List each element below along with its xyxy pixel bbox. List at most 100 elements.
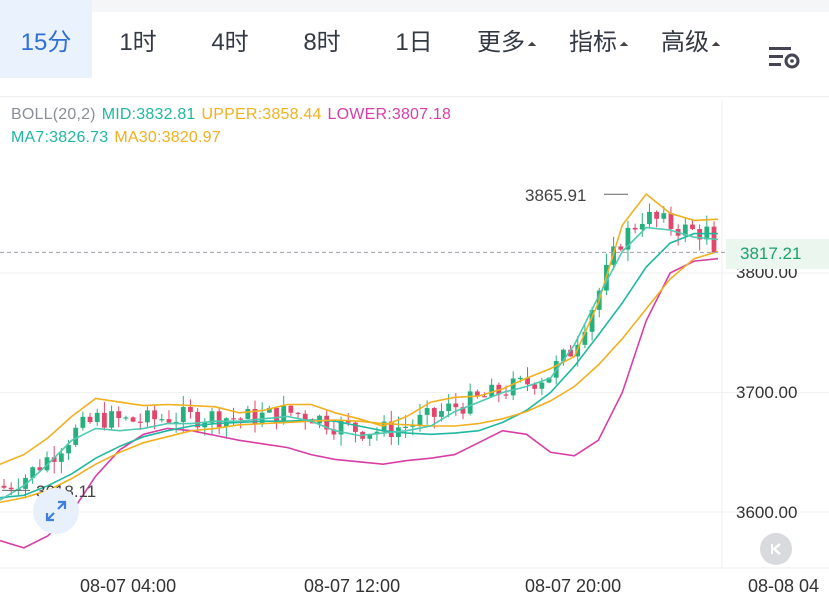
candle-up	[245, 409, 251, 419]
candle-down	[503, 394, 509, 396]
candle-up	[180, 407, 186, 422]
candle-down	[137, 421, 143, 423]
boll-mid-value: MID:3832.81	[101, 106, 196, 123]
tab-4h[interactable]: 4时	[184, 0, 276, 78]
tab-1d[interactable]: 1日	[368, 0, 460, 78]
candle-down	[37, 467, 43, 471]
tab-label: 更多	[477, 28, 525, 56]
candle-up	[367, 434, 373, 439]
high-price-annotation: 3865.91	[525, 186, 587, 205]
candle-down	[295, 412, 301, 414]
tab-8h[interactable]: 8时	[276, 0, 368, 78]
tab-15min[interactable]: 15分	[0, 0, 92, 78]
candle-up	[281, 405, 287, 423]
tab-label: 8时	[303, 28, 341, 56]
time-axis-label: 08-07 20:00	[525, 576, 622, 596]
tab-1h[interactable]: 1时	[92, 0, 184, 78]
candle-down	[431, 408, 437, 417]
candle-up	[639, 224, 645, 230]
tab-label: 1日	[395, 28, 433, 56]
boll-lower-value: LOWER:3807.18	[327, 106, 452, 123]
candle-down	[482, 396, 487, 398]
candle-down	[453, 403, 459, 408]
candle-down	[195, 411, 201, 428]
candle-up	[109, 411, 114, 428]
candle-up	[209, 411, 215, 423]
candle-up	[682, 224, 688, 236]
candle-down	[654, 211, 660, 219]
chart-settings-button[interactable]	[754, 18, 814, 96]
candle-up	[647, 211, 652, 225]
candle-up	[446, 403, 452, 412]
candle-down	[188, 407, 193, 412]
tab-indicators[interactable]: 指标	[552, 0, 644, 78]
candle-down	[231, 418, 236, 420]
candle-down	[1, 485, 7, 488]
scroll-to-latest-button[interactable]	[760, 533, 792, 565]
candle-down	[216, 411, 222, 427]
ma7-value: MA7:3826.73	[11, 129, 109, 146]
ma-legend: MA7:3826.73 MA30:3820.97	[11, 129, 227, 147]
tab-advanced[interactable]: 高级	[644, 0, 736, 78]
candle-up	[317, 415, 322, 424]
candle-down	[288, 405, 294, 413]
price-axis-label: 3600.00	[736, 503, 798, 522]
candle-down	[51, 457, 57, 462]
fullscreen-button[interactable]	[33, 488, 79, 534]
tab-label: 高级	[661, 28, 709, 56]
price-axis-label: 3700.00	[736, 383, 798, 402]
candle-down	[302, 413, 308, 421]
chart-settings-icon	[769, 47, 800, 69]
candle-down	[345, 420, 351, 423]
candle-down	[525, 377, 530, 385]
expand-arrows-icon	[45, 500, 67, 522]
candle-down	[532, 384, 538, 389]
candle-up	[467, 391, 473, 414]
candle-up	[159, 419, 165, 421]
candle-down	[324, 415, 330, 430]
tab-label: 15分	[20, 28, 72, 56]
time-axis-label: 08-07 12:00	[304, 576, 401, 596]
current-price-tag: 3817.21	[726, 239, 829, 269]
candle-up	[661, 213, 667, 219]
boll-upper-value: UPPER:3858.44	[201, 106, 322, 123]
tab-label: 指标	[569, 28, 617, 56]
candle-up	[44, 457, 50, 471]
candle-up	[539, 382, 545, 389]
tab-label: 1时	[119, 28, 157, 56]
ma30-line	[0, 250, 719, 504]
candle-up	[560, 349, 566, 361]
divider	[0, 96, 829, 97]
candle-down	[388, 421, 394, 438]
candle-up	[381, 421, 387, 432]
candle-down	[331, 429, 337, 435]
candle-up	[173, 421, 179, 424]
candle-up	[589, 309, 595, 332]
ma7-line	[0, 226, 719, 501]
candle-down	[690, 224, 695, 230]
candle-down	[8, 487, 14, 490]
time-axis-label: 08-07 04:00	[80, 576, 177, 596]
candle-up	[517, 377, 523, 380]
boll-legend: BOLL(20,2) MID:3832.81 UPPER:3858.44 LOWER:…	[11, 106, 457, 124]
candle-down	[130, 417, 136, 422]
candle-up	[582, 331, 588, 345]
candle-up	[94, 412, 100, 422]
time-axis-label: 08-08 04	[748, 576, 820, 596]
candle-up	[625, 227, 631, 250]
candle-up	[410, 425, 416, 427]
boll-lower-line	[0, 257, 719, 549]
candle-down	[632, 227, 638, 230]
candle-down	[238, 418, 244, 420]
candle-up	[145, 410, 150, 423]
candle-up	[66, 444, 71, 454]
boll-mid-line	[0, 232, 718, 499]
top-strip	[0, 0, 829, 12]
tab-more[interactable]: 更多	[460, 0, 552, 78]
candle-up	[439, 411, 444, 417]
candle-up	[424, 408, 430, 415]
candle-up	[489, 384, 495, 397]
skip-to-end-icon	[771, 543, 781, 555]
candle-up	[58, 453, 64, 462]
